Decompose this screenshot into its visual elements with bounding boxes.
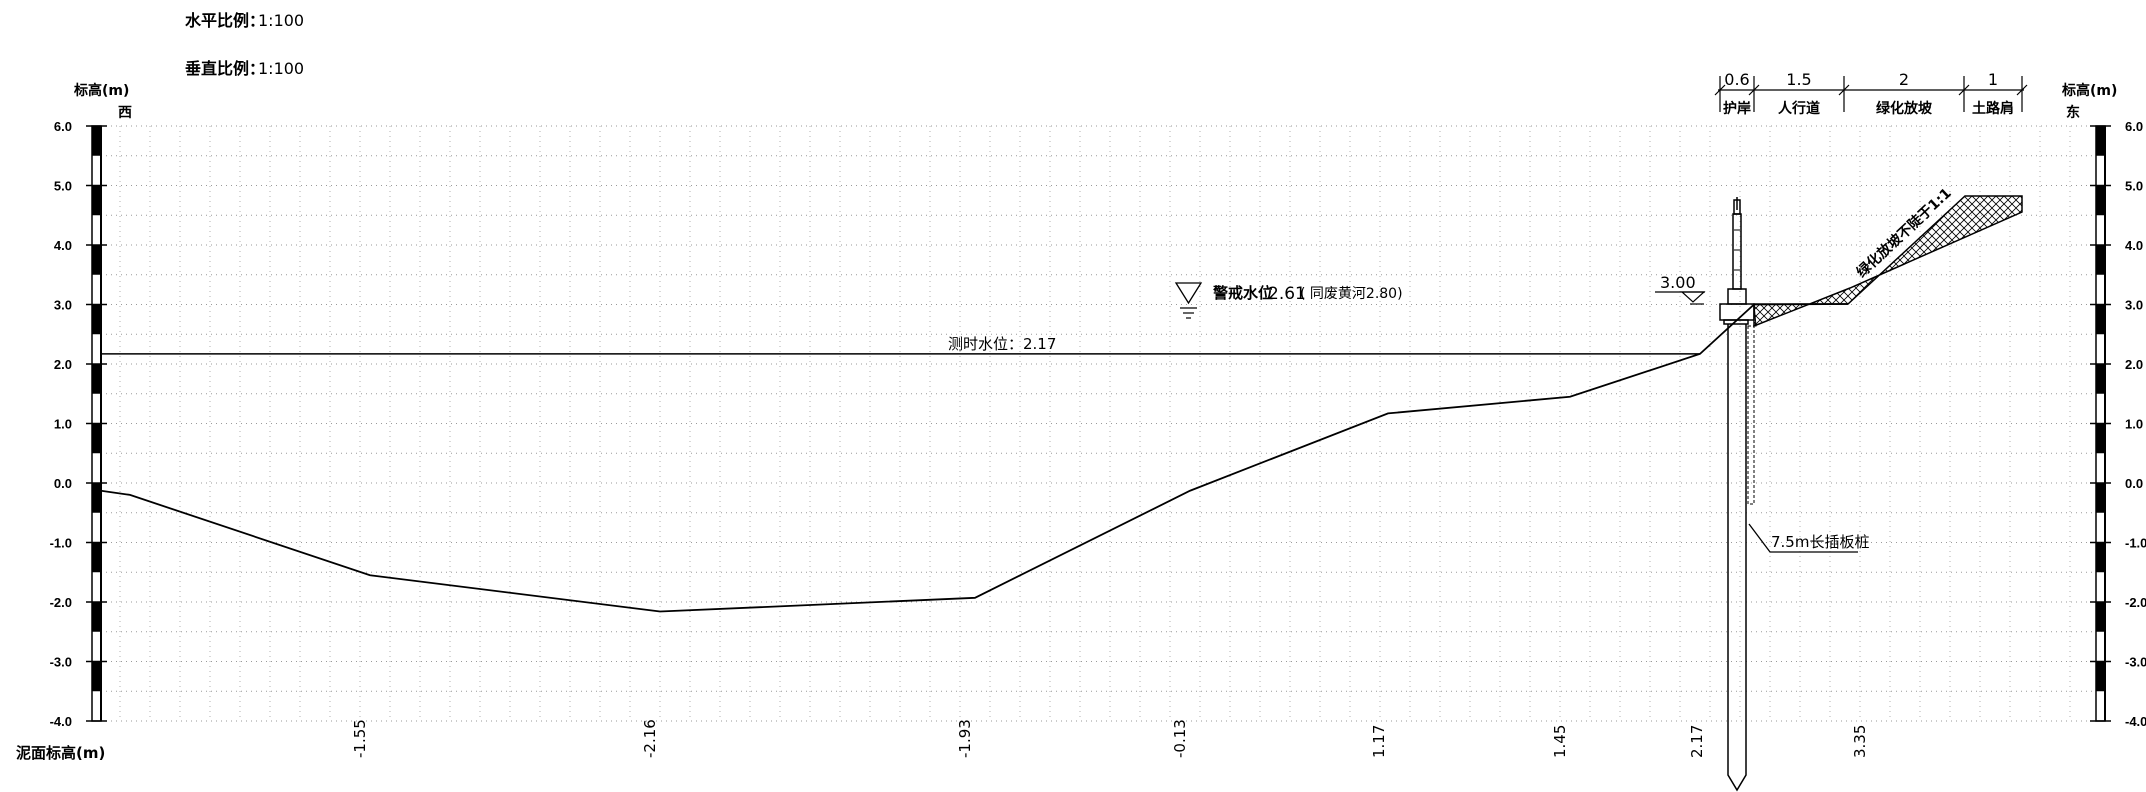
right-tick-labels: 6.0 5.0 4.0 3.0 2.0 1.0 0.0 -1.0 -2.0 -3.0 -4.0 (2125, 119, 2146, 729)
sheet-pile-leader (1748, 523, 1858, 553)
warning-level-prefix: 警戒水位 (1212, 284, 1273, 302)
warning-level-marker (1174, 282, 1203, 319)
horizontal-scale-value: 1:100 (258, 11, 304, 30)
right-tick-label: 0.0 (2125, 476, 2143, 491)
sheet-pile-label: 7.5m长插板桩 (1771, 533, 1869, 551)
riverbed-profile-line (100, 303, 1849, 613)
width-value-1: 0.6 (1724, 70, 1749, 89)
vertical-scale-value: 1:100 (258, 59, 304, 78)
left-tick-label: 3.0 (54, 298, 72, 313)
left-tick-label: 6.0 (54, 119, 72, 134)
right-tick-label: 2.0 (2125, 357, 2143, 372)
left-tick-label: -1.0 (50, 536, 72, 551)
mud-elevation-values: -1.55 -2.16 -1.93 -0.13 1.17 1.45 2.17 3.35 (351, 719, 1869, 758)
elevation-unit-left: 标高(m) (73, 82, 129, 99)
width-name-3: 绿化放坡 (1876, 100, 1933, 117)
crest-elevation-marker (1655, 291, 1706, 305)
warning-level-note: ( 同废黄河2.80) (1300, 285, 1403, 302)
vertical-scale-label: 垂直比例： (185, 59, 265, 78)
width-name-2: 人行道 (1778, 100, 1820, 117)
revetment-structure (1719, 197, 1755, 792)
dotted-grid (101, 125, 2096, 722)
left-tick-label: -4.0 (50, 714, 72, 729)
measured-water-label: 测时水位：2.17 (948, 335, 1056, 353)
mud-elevation-value: 3.35 (1851, 725, 1869, 758)
width-value-2: 1.5 (1786, 70, 1811, 89)
mud-elevation-value: 1.45 (1551, 725, 1569, 758)
slope-fill-hatched (1753, 195, 2023, 328)
right-tick-label: 3.0 (2125, 298, 2143, 313)
left-tick-label: 1.0 (54, 417, 72, 432)
left-tick-label: -2.0 (50, 595, 72, 610)
elevation-unit-right: 标高(m) (2061, 82, 2117, 99)
mud-elevation-row-label: 泥面标高(m) (16, 744, 105, 762)
width-dimension-line (1714, 76, 2028, 112)
mud-elevation-value: 2.17 (1688, 725, 1706, 758)
mud-elevation-value: -1.93 (956, 719, 974, 758)
east-label: 东 (2066, 104, 2080, 121)
right-tick-label: -1.0 (2125, 536, 2146, 551)
left-tick-label: 5.0 (54, 179, 72, 194)
right-elevation-scale (2090, 125, 2111, 722)
right-tick-label: 4.0 (2125, 238, 2143, 253)
right-tick-label: -3.0 (2125, 655, 2146, 670)
left-tick-label: -3.0 (50, 655, 72, 670)
mud-elevation-value: 1.17 (1370, 725, 1388, 758)
left-tick-label: 2.0 (54, 357, 72, 372)
right-tick-label: -2.0 (2125, 595, 2146, 610)
mud-elevation-value: -1.55 (351, 719, 369, 758)
left-tick-labels: 6.0 5.0 4.0 3.0 2.0 1.0 0.0 -1.0 -2.0 -3.0 -4.0 (50, 119, 72, 729)
width-name-1: 护岸 (1723, 100, 1751, 117)
left-tick-label: 4.0 (54, 238, 72, 253)
mud-elevation-value: -0.13 (1171, 719, 1189, 758)
right-tick-label: 5.0 (2125, 179, 2143, 194)
width-value-3: 2 (1899, 70, 1909, 89)
crest-elevation-value: 3.00 (1660, 273, 1696, 292)
warning-level-value: 2.61 (1268, 284, 1306, 304)
width-value-4: 1 (1988, 70, 1998, 89)
left-elevation-scale (86, 125, 107, 722)
width-name-4: 土路肩 (1972, 100, 2014, 117)
right-tick-label: -4.0 (2125, 714, 2146, 729)
left-tick-label: 0.0 (54, 476, 72, 491)
right-tick-label: 1.0 (2125, 417, 2143, 432)
west-label: 西 (118, 105, 132, 121)
horizontal-scale-label: 水平比例： (185, 11, 265, 30)
right-tick-label: 6.0 (2125, 119, 2143, 134)
mud-elevation-value: -2.16 (641, 719, 659, 758)
